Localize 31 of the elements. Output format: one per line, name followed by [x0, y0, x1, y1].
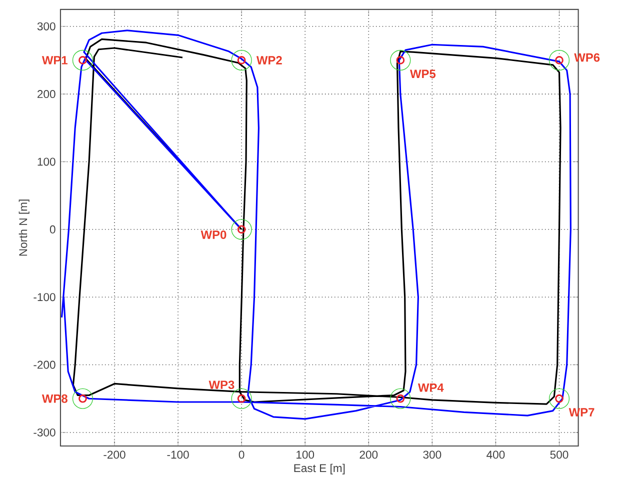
- y-tick-label: 100: [38, 158, 56, 166]
- x-tick-label: 0: [238, 450, 244, 459]
- x-tick-label: -200: [104, 450, 126, 459]
- x-tick-label: -100: [167, 450, 189, 459]
- annotation: WP0: [200, 230, 226, 240]
- point: [72, 388, 94, 410]
- y-tick-label: 200: [38, 90, 56, 98]
- point: [390, 50, 411, 71]
- point: [231, 219, 252, 240]
- x-tick-label: 500: [550, 450, 568, 459]
- annotation: WP5: [410, 70, 436, 78]
- x-axis-title: East E [m]: [294, 464, 345, 474]
- annotation: WP4: [418, 384, 444, 392]
- point: [231, 50, 252, 71]
- y-tick-label: -100: [34, 293, 56, 302]
- point: [548, 388, 570, 410]
- point: [72, 50, 94, 71]
- y-axis-title: North N [m]: [18, 200, 30, 256]
- y-tick-label: 0: [50, 226, 56, 234]
- y-tick-label: 300: [37, 22, 56, 30]
- annotation: WP2: [256, 56, 282, 64]
- point: [231, 388, 252, 410]
- x-tick-label: 300: [423, 450, 442, 459]
- y-tick-label: -200: [34, 360, 56, 369]
- point: [548, 50, 570, 71]
- x-tick-label: 400: [486, 450, 505, 459]
- annotation: WP3: [208, 380, 234, 390]
- x-tick-label: 100: [296, 450, 314, 459]
- point: [390, 388, 411, 410]
- x-tick-label: 200: [360, 450, 378, 459]
- y-tick-label: -300: [34, 428, 56, 437]
